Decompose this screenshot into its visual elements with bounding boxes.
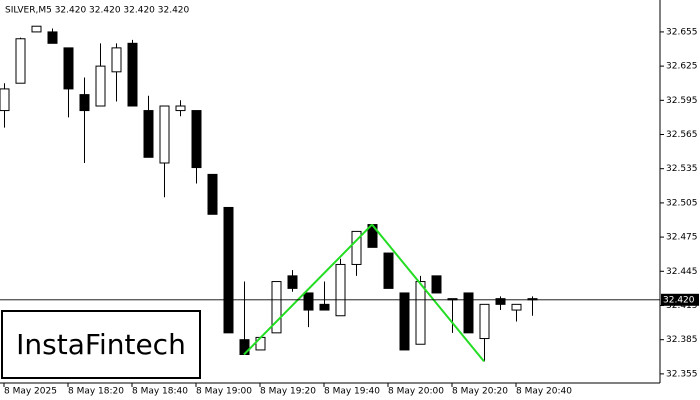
candle-body (463, 292, 474, 334)
y-tick-label: 32.625 (666, 62, 698, 72)
candle-body (207, 173, 218, 215)
y-tick-label: 32.505 (666, 198, 698, 208)
candle-body (15, 38, 26, 84)
candle-body (239, 339, 250, 356)
candle-body (255, 336, 266, 351)
y-tick-label: 32.445 (666, 267, 698, 277)
x-tick-label: 8 May 18:40 (132, 387, 188, 397)
candle-body (111, 47, 122, 73)
y-tick-label: 32.475 (666, 233, 698, 243)
x-tick-label: 8 May 2025 (4, 387, 57, 397)
candle-body (143, 110, 154, 158)
y-tick-label: 32.535 (666, 164, 698, 174)
candle-body (31, 25, 42, 33)
candle-body (47, 31, 58, 44)
watermark: InstaFintech (16, 328, 186, 361)
candle-body (479, 303, 490, 340)
x-tick-label: 8 May 20:20 (452, 387, 508, 397)
watermark-box (1, 310, 201, 379)
y-tick-label: 32.355 (666, 369, 698, 379)
y-tick-label: 32.595 (666, 96, 698, 106)
y-tick-label: 32.655 (666, 27, 698, 37)
x-tick-label: 8 May 18:20 (68, 387, 124, 397)
candle-body (399, 292, 410, 351)
candle-body (303, 292, 314, 311)
candle-body (415, 281, 426, 345)
candle-body (223, 206, 234, 334)
x-tick-label: 8 May 20:00 (388, 387, 444, 397)
candle-body (271, 281, 282, 334)
y-tick-label: 32.565 (666, 130, 698, 140)
y-tick-label: 32.415 (666, 301, 698, 311)
candle-body (79, 94, 90, 112)
candle-body (287, 275, 298, 289)
candle-body (319, 303, 330, 311)
price-label-box (661, 293, 699, 306)
x-tick-label: 8 May 19:00 (196, 387, 252, 397)
candle-body (495, 298, 506, 305)
candle-body (351, 230, 362, 265)
x-tick-label: 8 May 19:40 (324, 387, 380, 397)
candle-body (335, 263, 346, 317)
candle-body (191, 110, 202, 169)
plot-area (0, 25, 538, 362)
candle-body (431, 275, 442, 294)
price-label: 32.420 (663, 295, 695, 305)
x-tick-label: 8 May 19:20 (260, 387, 316, 397)
candle-body (0, 88, 10, 112)
x-tick-label: 8 May 20:40 (516, 387, 572, 397)
candle-body (383, 252, 394, 289)
chart-title: SILVER,M5 32.420 32.420 32.420 32.420 (5, 6, 190, 16)
candle-body (127, 42, 138, 107)
candle-body (511, 303, 522, 311)
candle-body (95, 65, 106, 107)
candle-body (159, 105, 170, 164)
candle-body (63, 47, 74, 90)
pattern-line (371, 223, 485, 362)
pattern-line (243, 223, 373, 356)
candle-body (175, 105, 186, 112)
y-tick-label: 32.385 (666, 335, 698, 345)
